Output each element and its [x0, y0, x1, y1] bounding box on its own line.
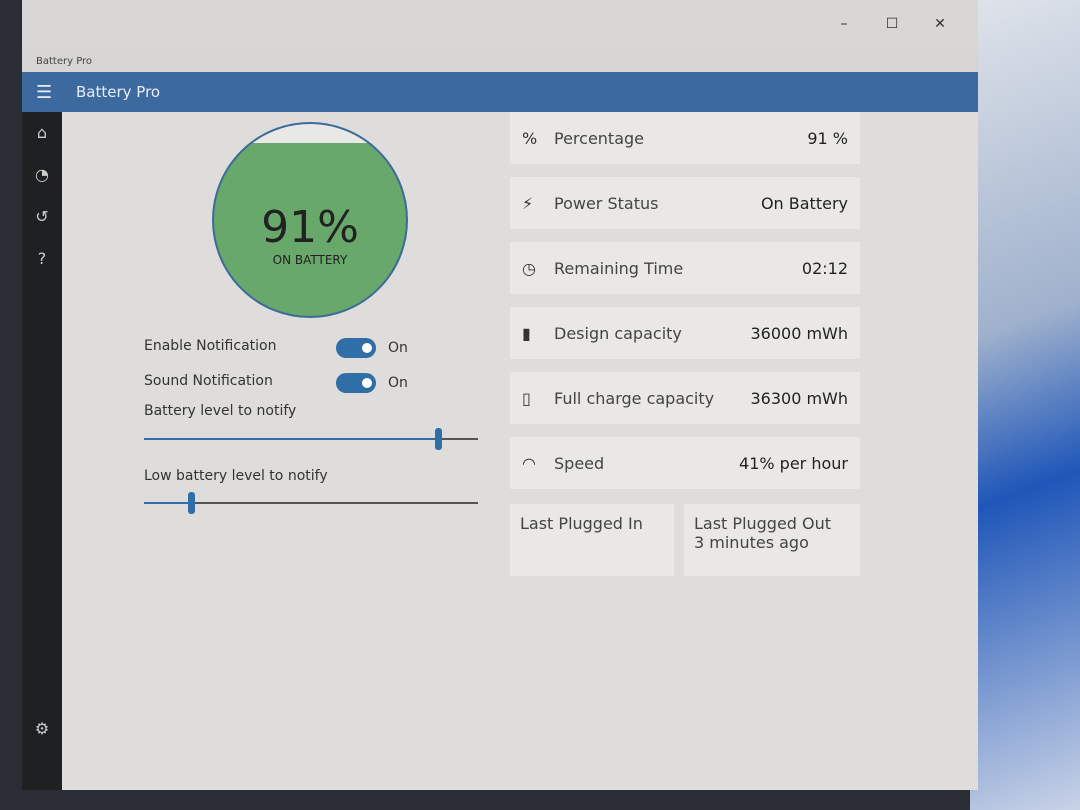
card-value: 41% per hour [739, 453, 848, 473]
info-card-full-charge-capacity: ▯ Full charge capacity 36300 mWh [510, 372, 860, 424]
pie-chart-icon[interactable]: ◔ [35, 165, 49, 184]
info-card-remaining-time: ◷ Remaining Time 02:12 [510, 242, 860, 294]
percent-icon: % [522, 128, 538, 148]
info-card-speed: ◠ Speed 41% per hour [510, 437, 860, 489]
battery-icon: ▮ [522, 323, 531, 343]
sound-notification-toggle[interactable] [336, 373, 376, 393]
hamburger-icon[interactable]: ☰ [36, 82, 53, 103]
battery-gauge: 91% ON BATTERY [212, 122, 408, 318]
card-label: Design capacity [554, 323, 682, 343]
app-header: ☰ Battery Pro [22, 72, 978, 112]
enable-notification-state: On [388, 340, 408, 356]
low-battery-level-slider[interactable] [144, 492, 478, 514]
card-value: On Battery [760, 193, 848, 213]
title-bar: – ☐ ✕ [22, 0, 978, 48]
slider-thumb[interactable] [187, 492, 195, 514]
app-window: – ☐ ✕ Battery Pro ☰ Battery Pro ⌂ ◔ ↺ ? … [22, 0, 978, 790]
last-plugged-in-label: Last Plugged In [520, 514, 643, 533]
main-content: 91% ON BATTERY Enable Notification On So… [62, 112, 978, 790]
enable-notification-toggle[interactable] [336, 338, 376, 358]
maximize-button[interactable]: ☐ [885, 16, 899, 32]
sound-notification-label: Sound Notification [144, 373, 273, 389]
plug-icon: ⚡ [522, 193, 534, 213]
header-title: Battery Pro [76, 83, 161, 101]
help-icon[interactable]: ? [37, 249, 47, 268]
card-label: Speed [554, 453, 605, 473]
low-battery-level-label: Low battery level to notify [144, 468, 328, 484]
close-button[interactable]: ✕ [934, 16, 946, 32]
card-value: 36000 mWh [750, 323, 848, 343]
battery-full-icon: ▯ [522, 388, 531, 408]
desktop-background [970, 0, 1080, 810]
battery-level-label: Battery level to notify [144, 403, 297, 419]
history-icon[interactable]: ↺ [35, 207, 49, 226]
sidebar: ⌂ ◔ ↺ ? ⚙ [22, 112, 62, 790]
clock-icon: ◷ [522, 258, 536, 278]
card-value: 36300 mWh [750, 388, 848, 408]
slider-fill [144, 502, 191, 504]
sound-notification-state: On [388, 375, 408, 391]
battery-level-slider[interactable] [144, 428, 478, 450]
card-value: 02:12 [801, 258, 848, 278]
slider-fill [144, 438, 438, 440]
speedometer-icon: ◠ [522, 453, 536, 473]
last-plugged-in-card: Last Plugged In [510, 504, 674, 576]
card-label: Remaining Time [554, 258, 684, 278]
home-icon[interactable]: ⌂ [36, 123, 48, 142]
gear-icon[interactable]: ⚙ [34, 719, 50, 738]
window-title: Battery Pro [36, 56, 93, 67]
info-card-percentage: % Percentage 91 % [510, 112, 860, 164]
card-label: Power Status [554, 193, 659, 213]
enable-notification-label: Enable Notification [144, 338, 277, 354]
card-value: 91 % [807, 128, 848, 148]
card-label: Full charge capacity [554, 388, 715, 408]
last-plugged-out-label: Last Plugged Out [694, 514, 832, 533]
battery-status: ON BATTERY [272, 253, 348, 267]
slider-thumb[interactable] [434, 428, 442, 450]
minimize-button[interactable]: – [840, 16, 848, 32]
last-plugged-out-value: 3 minutes ago [694, 533, 809, 552]
card-label: Percentage [554, 128, 645, 148]
battery-percent: 91% [261, 202, 359, 253]
last-plugged-out-card: Last Plugged Out 3 minutes ago [684, 504, 860, 576]
info-card-power-status: ⚡ Power Status On Battery [510, 177, 860, 229]
info-card-design-capacity: ▮ Design capacity 36000 mWh [510, 307, 860, 359]
